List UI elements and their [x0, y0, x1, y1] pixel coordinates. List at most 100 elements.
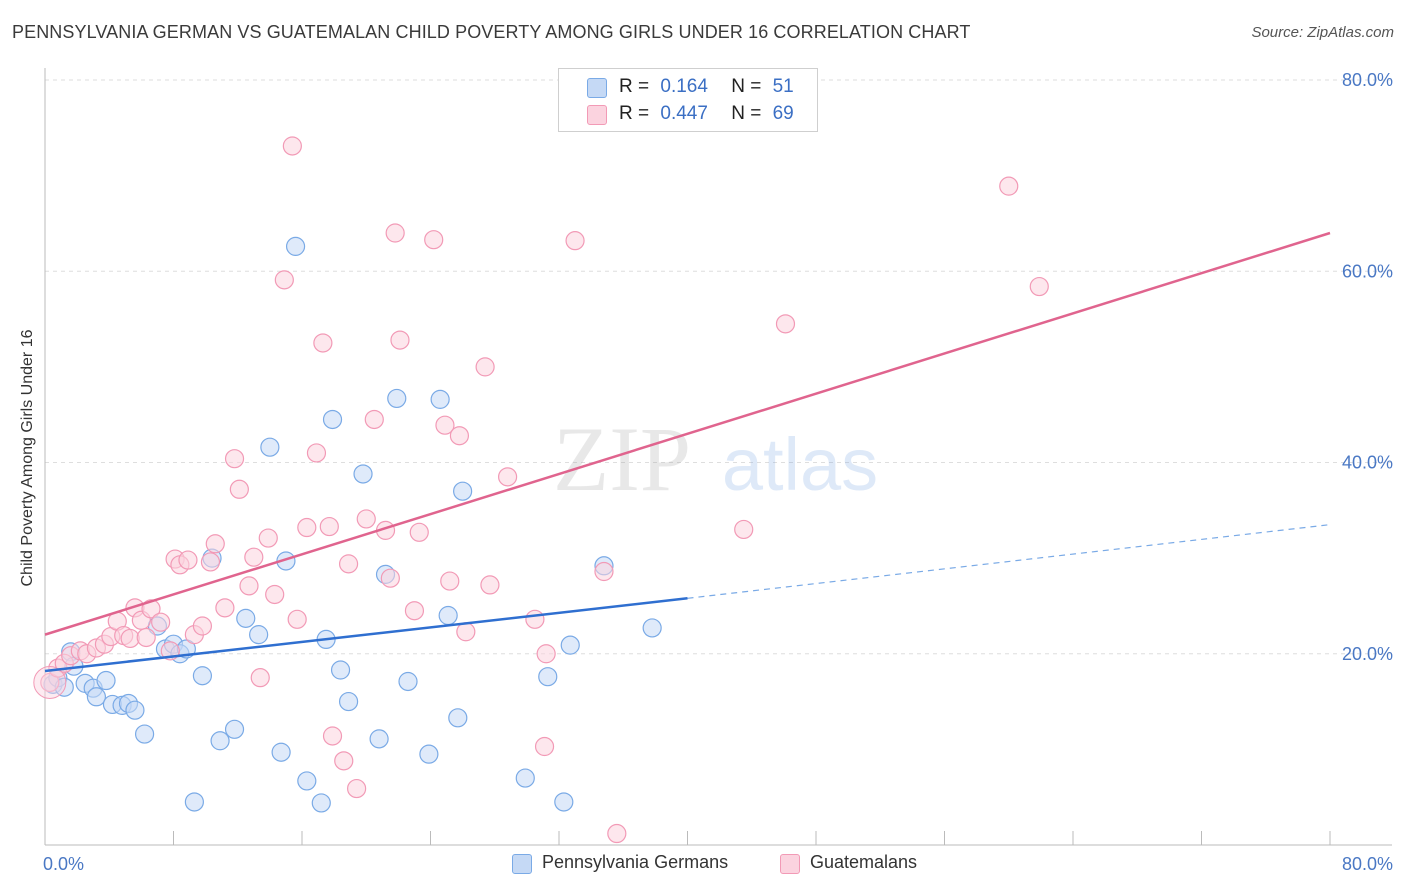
guatemalans-point-62 [536, 644, 556, 664]
guatemalans-point-48 [385, 223, 405, 243]
pennsylvania-germans-point-30 [297, 771, 317, 791]
trend-line-pennsylvania-germans-extension [687, 524, 1331, 599]
legend-swatch-blue [512, 854, 532, 874]
gridlines [45, 79, 1392, 655]
guatemalans-point-34 [282, 136, 302, 156]
guatemalans-point-15 [141, 599, 161, 619]
pennsylvania-germans-point-35 [338, 691, 359, 712]
guatemalans-point-36 [297, 517, 317, 538]
legend-swatch-pink [587, 105, 607, 125]
guatemalans-point-26 [224, 449, 245, 469]
pennsylvania-germans-point-39 [387, 388, 407, 409]
pennsylvania-germans-point-24 [236, 608, 256, 628]
guatemalans-point-53 [435, 415, 455, 435]
guatemalans-point-66 [734, 519, 754, 540]
guatemalans-point-57 [475, 357, 495, 377]
pennsylvania-germans-point-26 [260, 437, 280, 457]
pennsylvania-germans-point-40 [398, 671, 418, 692]
guatemalans-point-41 [334, 751, 354, 771]
stats-legend: R = 0.164 N = 51 R = 0.447 N = 69 [558, 68, 818, 132]
guatemalans-point-58 [480, 575, 500, 595]
axes [44, 68, 1392, 846]
x-tick-label-1: 80.0% [1342, 854, 1393, 874]
pennsylvania-germans-point-49 [560, 635, 580, 655]
legend-r-value-blue: 0.164 [660, 76, 708, 97]
guatemalans-point-59 [498, 467, 518, 487]
pennsylvania-germans-point-7 [86, 687, 107, 707]
guatemalans-point-40 [322, 726, 343, 746]
legend-swatch-pink [780, 854, 800, 874]
guatemalans-point-32 [265, 584, 285, 605]
pennsylvania-germans-point-34 [330, 660, 351, 680]
guatemalans-point-20 [178, 550, 198, 570]
guatemalans-point-23 [200, 552, 221, 572]
pennsylvania-germans-point-22 [210, 731, 230, 751]
pennsylvania-germans-point-51 [642, 618, 662, 638]
guatemalans-point-37 [306, 443, 327, 463]
pennsylvania-germans-point-43 [438, 605, 458, 626]
legend-r-label: R = [619, 76, 650, 97]
pennsylvania-germans-point-23 [224, 719, 245, 739]
guatemalans-point-27 [229, 479, 249, 499]
guatemalans-point-45 [364, 409, 384, 430]
guatemalans-point-16 [151, 612, 171, 632]
y-tick-label-2: 60.0% [1342, 261, 1393, 281]
watermark-zip: ZIP [553, 408, 691, 510]
guatemalans-point-49 [390, 330, 410, 350]
guatemalans-point-52 [424, 230, 444, 250]
guatemalans-point-31 [258, 528, 278, 548]
guatemalans-point-63 [565, 231, 585, 251]
legend-n-value-blue: 51 [772, 76, 794, 97]
source-label: Source: ZipAtlas.com [1251, 24, 1394, 41]
guatemalans-point-30 [250, 668, 270, 688]
pennsylvania-germans-point-47 [538, 667, 558, 687]
guatemalans-point-14 [136, 627, 156, 648]
guatemalans-point-69 [1029, 276, 1049, 297]
pennsylvania-germans-point-29 [285, 236, 306, 256]
guatemalans-point-0 [40, 672, 60, 693]
x-tick-label-0: 0.0% [43, 854, 84, 874]
guatemalans-point-65 [607, 823, 627, 844]
guatemalans-point-24 [205, 534, 225, 554]
pennsylvania-germans-point-19 [184, 792, 204, 812]
guatemalans-point-44 [356, 509, 376, 529]
guatemalans-point-54 [440, 571, 460, 591]
pennsylvania-germans-point-33 [322, 409, 343, 430]
watermark-atlas: atlas [722, 423, 878, 506]
guatemalans-point-56 [456, 622, 476, 642]
guatemalans-point-55 [449, 426, 470, 446]
pennsylvania-germans-point-45 [453, 481, 473, 501]
pennsylvania-germans-point-13 [134, 724, 155, 744]
pennsylvania-germans-point-41 [419, 744, 439, 764]
legend-label-pennsylvania-germans: Pennsylvania Germans [542, 852, 729, 872]
pennsylvania-germans-point-37 [369, 729, 389, 749]
pennsylvania-germans-point-48 [554, 792, 574, 812]
pennsylvania-germans-point-44 [448, 708, 468, 728]
guatemalans-point-39 [319, 516, 339, 537]
trend-lines [44, 231, 1331, 673]
pennsylvania-germans-point-25 [249, 625, 269, 645]
tick-labels: 20.0% 40.0% 60.0% 80.0% 0.0% 80.0% [43, 70, 1393, 874]
pennsylvania-germans-point-27 [271, 742, 291, 762]
chart-title: PENNSYLVANIA GERMAN VS GUATEMALAN CHILD … [12, 22, 971, 42]
trend-line-pennsylvania-germans [44, 597, 688, 673]
pennsylvania-germans-point-36 [353, 464, 373, 484]
guatemalans-cluster-point [33, 665, 67, 699]
guatemalans-point-50 [404, 601, 425, 621]
series-pennsylvania-germans [43, 236, 662, 813]
y-tick-label-0: 20.0% [1342, 644, 1393, 664]
guatemalans-point-68 [999, 176, 1019, 196]
legend-n-value-pink: 69 [772, 103, 794, 124]
legend-n-label: N = [731, 76, 762, 97]
guatemalans-point-64 [594, 561, 614, 582]
guatemalans-point-29 [244, 547, 264, 567]
guatemalans-point-33 [274, 270, 294, 290]
watermark: ZIP atlas [553, 408, 878, 510]
legend-r-label: R = [619, 103, 650, 124]
legend-swatch-blue [587, 78, 607, 98]
pennsylvania-germans-point-42 [430, 389, 450, 409]
guatemalans-point-47 [380, 568, 400, 588]
legend-r-value-pink: 0.447 [660, 103, 708, 124]
series-guatemalans [33, 136, 1049, 844]
